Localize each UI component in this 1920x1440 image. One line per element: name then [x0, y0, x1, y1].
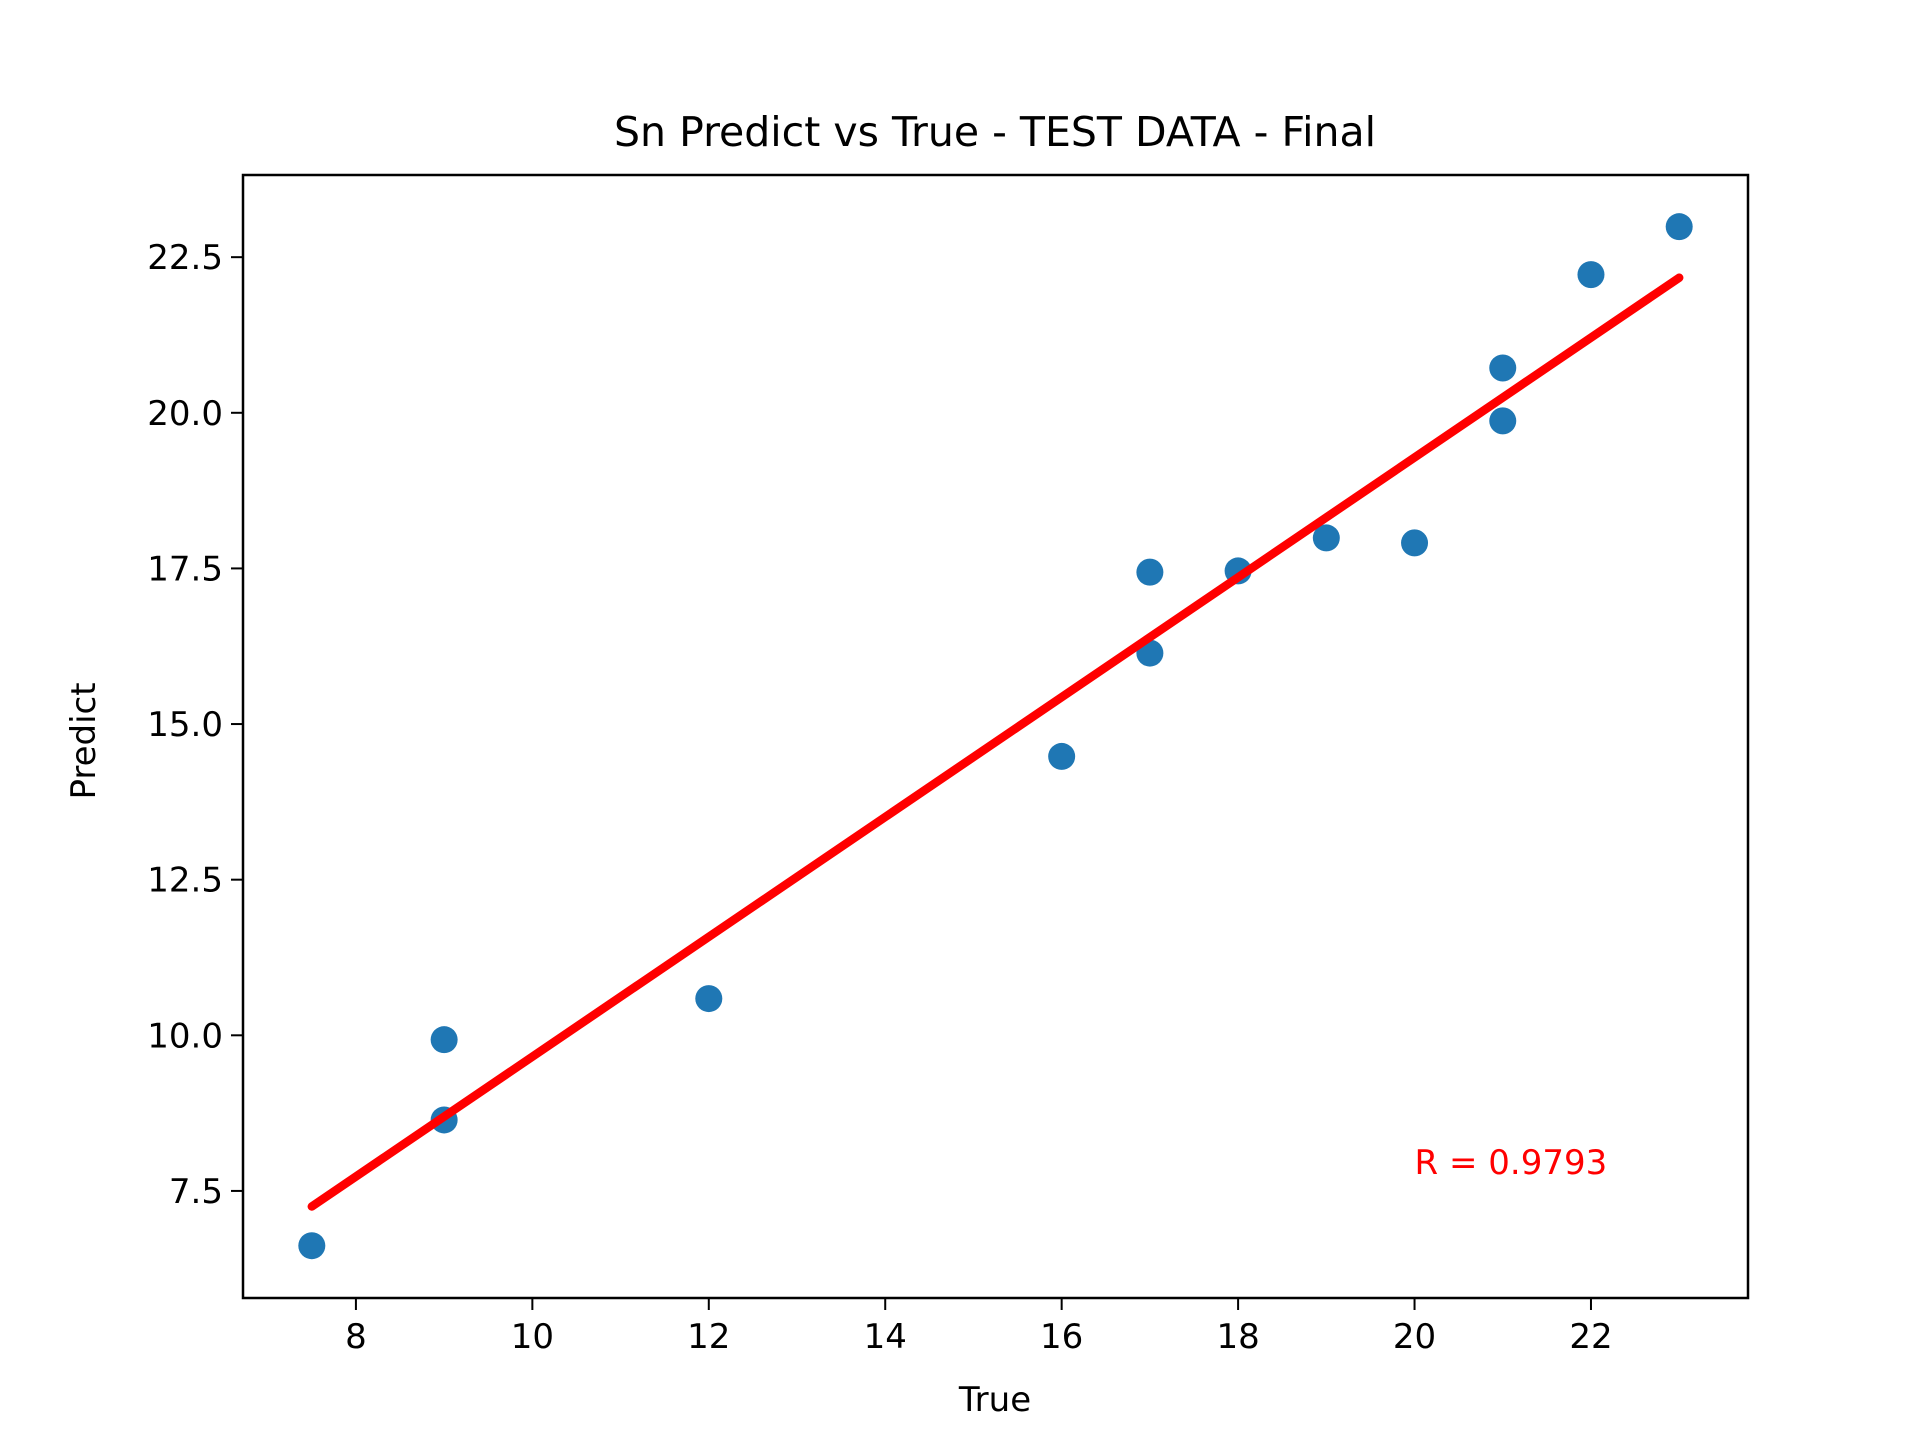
scatter-point — [1577, 261, 1605, 289]
y-tick-label: 22.5 — [147, 238, 223, 278]
y-tick-label: 20.0 — [147, 394, 223, 434]
y-axis-label: Predict — [64, 682, 104, 799]
scatter-point — [1665, 213, 1693, 241]
scatter-point — [1312, 524, 1340, 552]
x-tick-label: 20 — [1393, 1317, 1436, 1357]
x-tick-label: 12 — [687, 1317, 730, 1357]
x-tick-label: 8 — [345, 1317, 367, 1357]
r-value-annotation: R = 0.9793 — [1415, 1143, 1608, 1183]
plot-area — [243, 175, 1748, 1298]
x-tick-label: 10 — [511, 1317, 554, 1357]
scatter-point — [1048, 742, 1076, 770]
annotations: R = 0.9793 — [1415, 1143, 1608, 1183]
x-axis: 8 10 12 14 16 18 20 22 — [345, 1298, 1613, 1357]
x-axis-label: True — [958, 1380, 1031, 1420]
plot-background — [243, 175, 1748, 1298]
scatter-point — [695, 985, 723, 1013]
y-tick-label: 7.5 — [169, 1172, 223, 1212]
scatter-point — [298, 1232, 326, 1260]
x-tick-label: 14 — [864, 1317, 907, 1357]
scatter-point — [1136, 558, 1164, 586]
y-tick-label: 10.0 — [147, 1016, 223, 1056]
scatter-point — [1401, 529, 1429, 557]
x-tick-label: 22 — [1569, 1317, 1612, 1357]
scatter-point — [1489, 407, 1517, 435]
y-tick-label: 12.5 — [147, 861, 223, 901]
y-tick-label: 15.0 — [147, 705, 223, 745]
y-tick-label: 17.5 — [147, 549, 223, 589]
scatter-point — [430, 1026, 458, 1054]
scatter-point — [1489, 354, 1517, 382]
chart-title: Sn Predict vs True - TEST DATA - Final — [614, 108, 1376, 156]
axes-frame — [241, 173, 1750, 1300]
x-tick-label: 18 — [1216, 1317, 1259, 1357]
y-axis: 7.5 10.0 12.5 15.0 17.5 20.0 22.5 — [147, 238, 243, 1212]
x-tick-label: 16 — [1040, 1317, 1083, 1357]
fit-line — [307, 273, 1684, 1211]
